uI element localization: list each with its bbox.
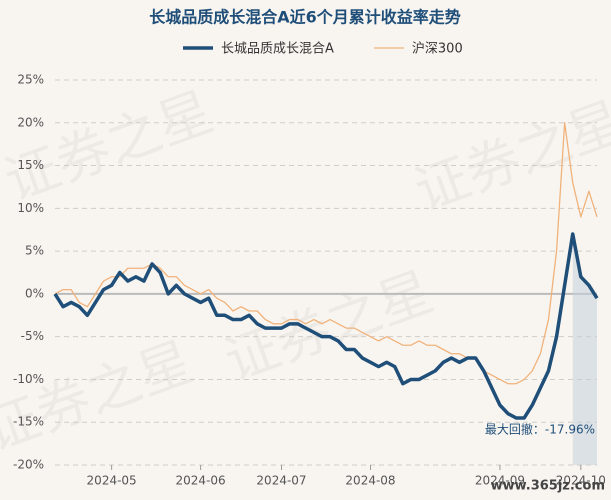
y-tick-label: 5% xyxy=(25,244,44,258)
source-mark: www.365jz.com xyxy=(491,479,605,494)
y-tick-label: -20% xyxy=(13,458,44,472)
legend-label: 长城品质成长混合A xyxy=(221,42,334,57)
legend-label: 沪深300 xyxy=(412,41,463,57)
y-tick-label: -5% xyxy=(21,329,44,343)
x-tick-label: 2024-08 xyxy=(345,474,395,488)
series-line xyxy=(54,122,598,385)
watermark: 证券之星 xyxy=(0,80,221,213)
watermark: 证券之星 xyxy=(216,260,441,393)
watermark: 证券之星 xyxy=(0,330,201,463)
series-line xyxy=(53,232,599,420)
x-tick-label: 2024-09 xyxy=(475,474,525,488)
watermark: 证券之星 xyxy=(406,90,611,223)
y-tick-label: -10% xyxy=(13,372,44,386)
x-tick-label: 2024-06 xyxy=(176,474,226,488)
x-tick-label: 2024-10 xyxy=(556,474,606,488)
y-tick-label: -15% xyxy=(13,415,44,429)
drawdown-label: 最大回撤：-17.96% xyxy=(485,422,595,437)
y-tick-label: 15% xyxy=(17,158,44,172)
y-tick-label: 20% xyxy=(17,115,44,129)
x-tick-label: 2024-07 xyxy=(256,474,306,488)
x-tick-label: 2024-05 xyxy=(87,474,137,488)
y-tick-label: 0% xyxy=(25,286,44,300)
y-tick-label: 10% xyxy=(17,201,44,215)
chart-title: 长城品质成长混合A近6个月累计收益率走势 xyxy=(149,8,461,27)
y-tick-label: 25% xyxy=(17,73,44,87)
